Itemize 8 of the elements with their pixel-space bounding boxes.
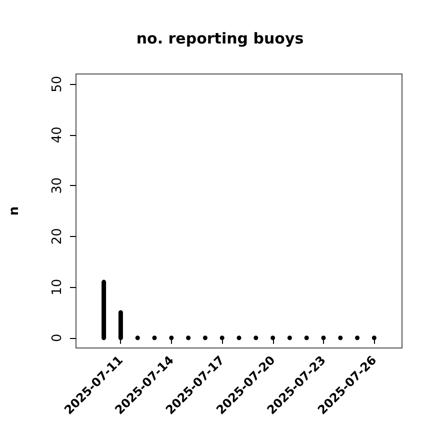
y-tick-label: 40	[50, 126, 65, 144]
y-tick-label: 0	[50, 334, 65, 342]
y-axis-title: n	[7, 206, 22, 216]
chart-title: no. reporting buoys	[136, 30, 304, 48]
y-tick-label: 10	[50, 278, 65, 296]
y-tick-label: 20	[50, 228, 65, 245]
y-tick-label: 30	[50, 177, 65, 194]
y-tick-label: 50	[50, 76, 65, 92]
